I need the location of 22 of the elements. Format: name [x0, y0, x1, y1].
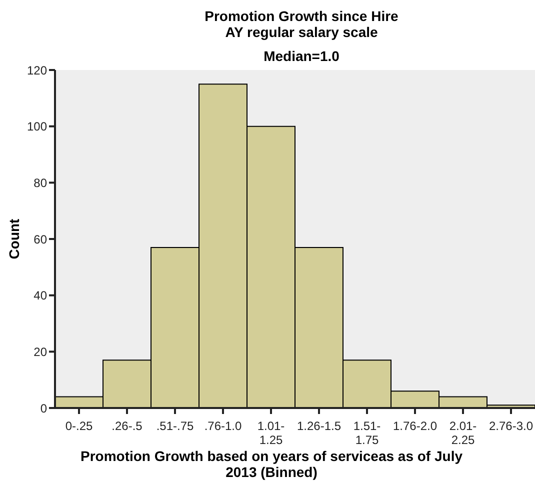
y-tick-label: 40: [34, 288, 48, 303]
x-tick-label: 1.76-2.0: [392, 419, 438, 433]
x-tick-label: 1.26-1.5: [296, 419, 342, 433]
y-tick-label: 20: [34, 344, 48, 359]
y-tick-label: 60: [34, 232, 48, 246]
x-tick-label: .26-.5: [112, 419, 143, 433]
x-tick-label: .76-1.0: [204, 419, 242, 433]
x-tick-label: 2.76-3.0: [488, 419, 534, 433]
x-tick-label: 0-.25: [65, 419, 93, 433]
x-tick-label: 2.01-2.25: [449, 419, 477, 447]
y-axis-title: Count: [6, 218, 22, 260]
y-tick-label: 100: [26, 120, 48, 134]
y-tick-label: 0: [40, 401, 48, 416]
text: Median=1.0: [262, 48, 340, 64]
chart-subtitle: AY regular salary scale: [224, 24, 379, 40]
chart-title: Promotion Growth since Hire: [204, 8, 400, 24]
x-tick-label: .51-.75: [156, 419, 194, 433]
x-tick-label: 1.51-1.75: [353, 419, 381, 447]
y-tick-label: 80: [34, 176, 48, 190]
x-axis-title: Promotion Growth based on years of serviceas as of July 2013 (Binned): [79, 448, 464, 480]
x-tick-label: 1.01-1.25: [257, 419, 285, 447]
y-tick-label: 120: [26, 63, 48, 78]
